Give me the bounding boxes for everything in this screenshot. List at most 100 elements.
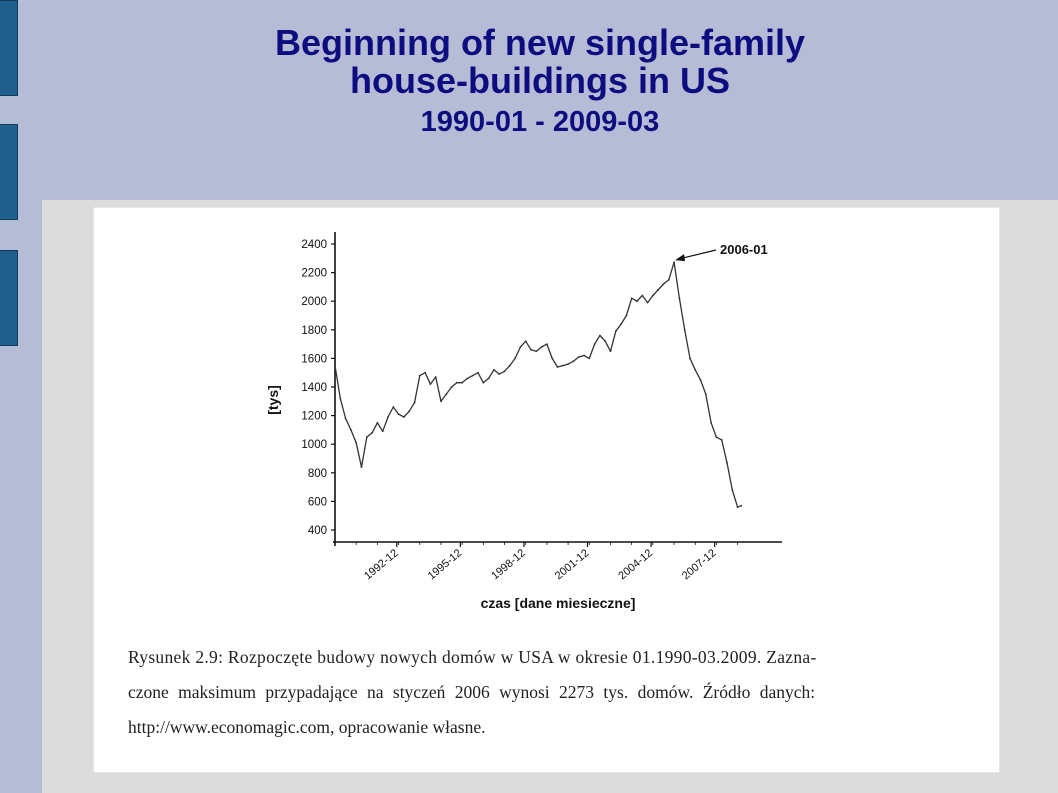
- data-point: [508, 364, 511, 367]
- data-point: [519, 346, 522, 348]
- side-tab-1: [0, 0, 18, 96]
- x-tick-label: 1995-12: [426, 547, 465, 582]
- data-point: [715, 436, 718, 438]
- data-point: [418, 374, 421, 377]
- data-point: [689, 357, 691, 360]
- data-point: [630, 297, 633, 300]
- data-point: [556, 366, 559, 368]
- scanned-figure: [93, 207, 1000, 773]
- data-point: [726, 461, 728, 464]
- data-point: [387, 416, 389, 418]
- data-point: [736, 506, 739, 508]
- data-point: [625, 314, 628, 317]
- slide-subtitle: 1990-01 - 2009-03: [420, 106, 660, 138]
- y-tick-label: 1000: [301, 439, 327, 451]
- data-point: [662, 283, 665, 285]
- data-point: [445, 393, 448, 395]
- data-point: [440, 400, 442, 403]
- data-point: [514, 357, 516, 360]
- data-point: [503, 370, 506, 373]
- data-point: [683, 328, 686, 331]
- data-point: [673, 261, 675, 264]
- y-tick-label: 800: [308, 468, 327, 480]
- x-tick-label: 2007-12: [680, 547, 719, 582]
- data-point: [339, 397, 342, 400]
- data-point: [572, 360, 575, 363]
- data-point: [344, 417, 347, 420]
- data-point: [593, 343, 596, 345]
- data-point: [487, 377, 490, 380]
- y-tick-label: 1200: [301, 411, 327, 423]
- x-axis-label: czas [dane miesieczne]: [481, 595, 636, 611]
- data-point: [371, 431, 373, 434]
- side-tab-2: [0, 124, 18, 220]
- caption-line-2: czone maksimum przypadające na styczeń 2…: [128, 682, 816, 702]
- data-point: [392, 406, 395, 408]
- data-point: [455, 381, 458, 384]
- x-tick-label: 2004-12: [616, 547, 655, 582]
- series-line: [334, 261, 742, 508]
- data-point: [699, 379, 702, 381]
- slide-title-line-2: house-buildings in US: [350, 60, 730, 101]
- data-point: [540, 346, 543, 348]
- data-point: [477, 371, 479, 374]
- data-point: [641, 294, 644, 297]
- data-point: [604, 340, 607, 343]
- y-tick-label: 2000: [301, 296, 327, 308]
- data-point: [704, 393, 707, 395]
- data-point: [403, 416, 405, 418]
- data-point: [636, 300, 638, 303]
- caption-line-3: http://www.economagic.com, opracowanie w…: [128, 717, 486, 737]
- side-tab-3: [0, 250, 18, 346]
- data-point: [667, 278, 670, 281]
- data-point: [413, 401, 416, 404]
- data-point: [397, 413, 400, 416]
- data-point: [588, 357, 591, 360]
- data-point: [583, 354, 585, 357]
- data-point: [355, 441, 358, 444]
- data-point: [710, 421, 712, 424]
- figure-caption: Rysunek 2.9: Rozpoczęte budowy nowych do…: [128, 640, 978, 745]
- data-point: [609, 350, 612, 353]
- data-point: [577, 356, 580, 358]
- slide-title-line-1: Beginning of new single-family: [274, 22, 806, 63]
- data-point: [450, 386, 453, 388]
- data-point: [482, 381, 485, 384]
- chart-series: [334, 261, 743, 508]
- data-point: [535, 350, 538, 353]
- data-point: [599, 334, 601, 337]
- y-tick-label: 2400: [301, 239, 327, 251]
- data-point: [381, 430, 384, 433]
- data-point: [360, 466, 363, 468]
- x-tick-label: 1992-12: [362, 547, 401, 582]
- y-axis-label: [tys]: [265, 385, 281, 415]
- data-point: [350, 429, 352, 431]
- data-point: [466, 377, 469, 380]
- slide-title-block: Beginning of new single-family house-bui…: [40, 24, 1040, 140]
- y-tick-label: 2200: [301, 268, 327, 280]
- data-point: [461, 381, 463, 384]
- chart-ticks: 400 600 800 1000 1200 1400 1600 1800 2000 2200 240…: [301, 239, 739, 582]
- data-point: [740, 504, 743, 507]
- data-point: [429, 383, 432, 385]
- data-point: [376, 421, 379, 424]
- data-point: [524, 340, 527, 343]
- chart-axes: [333, 232, 782, 546]
- data-point: [334, 364, 336, 367]
- annotation-label: 2006-01: [720, 242, 768, 257]
- data-point: [551, 357, 554, 360]
- data-point: [546, 343, 548, 345]
- data-point: [720, 439, 723, 441]
- data-point: [678, 297, 681, 300]
- y-tick-label: 400: [308, 525, 327, 537]
- data-point: [561, 364, 564, 367]
- data-point: [657, 288, 660, 291]
- data-point: [614, 330, 617, 333]
- y-tick-label: 1800: [301, 325, 327, 337]
- data-point: [620, 323, 622, 325]
- data-point: [567, 363, 569, 365]
- y-tick-label: 1600: [301, 353, 327, 365]
- data-point: [646, 301, 649, 304]
- data-point: [365, 436, 368, 438]
